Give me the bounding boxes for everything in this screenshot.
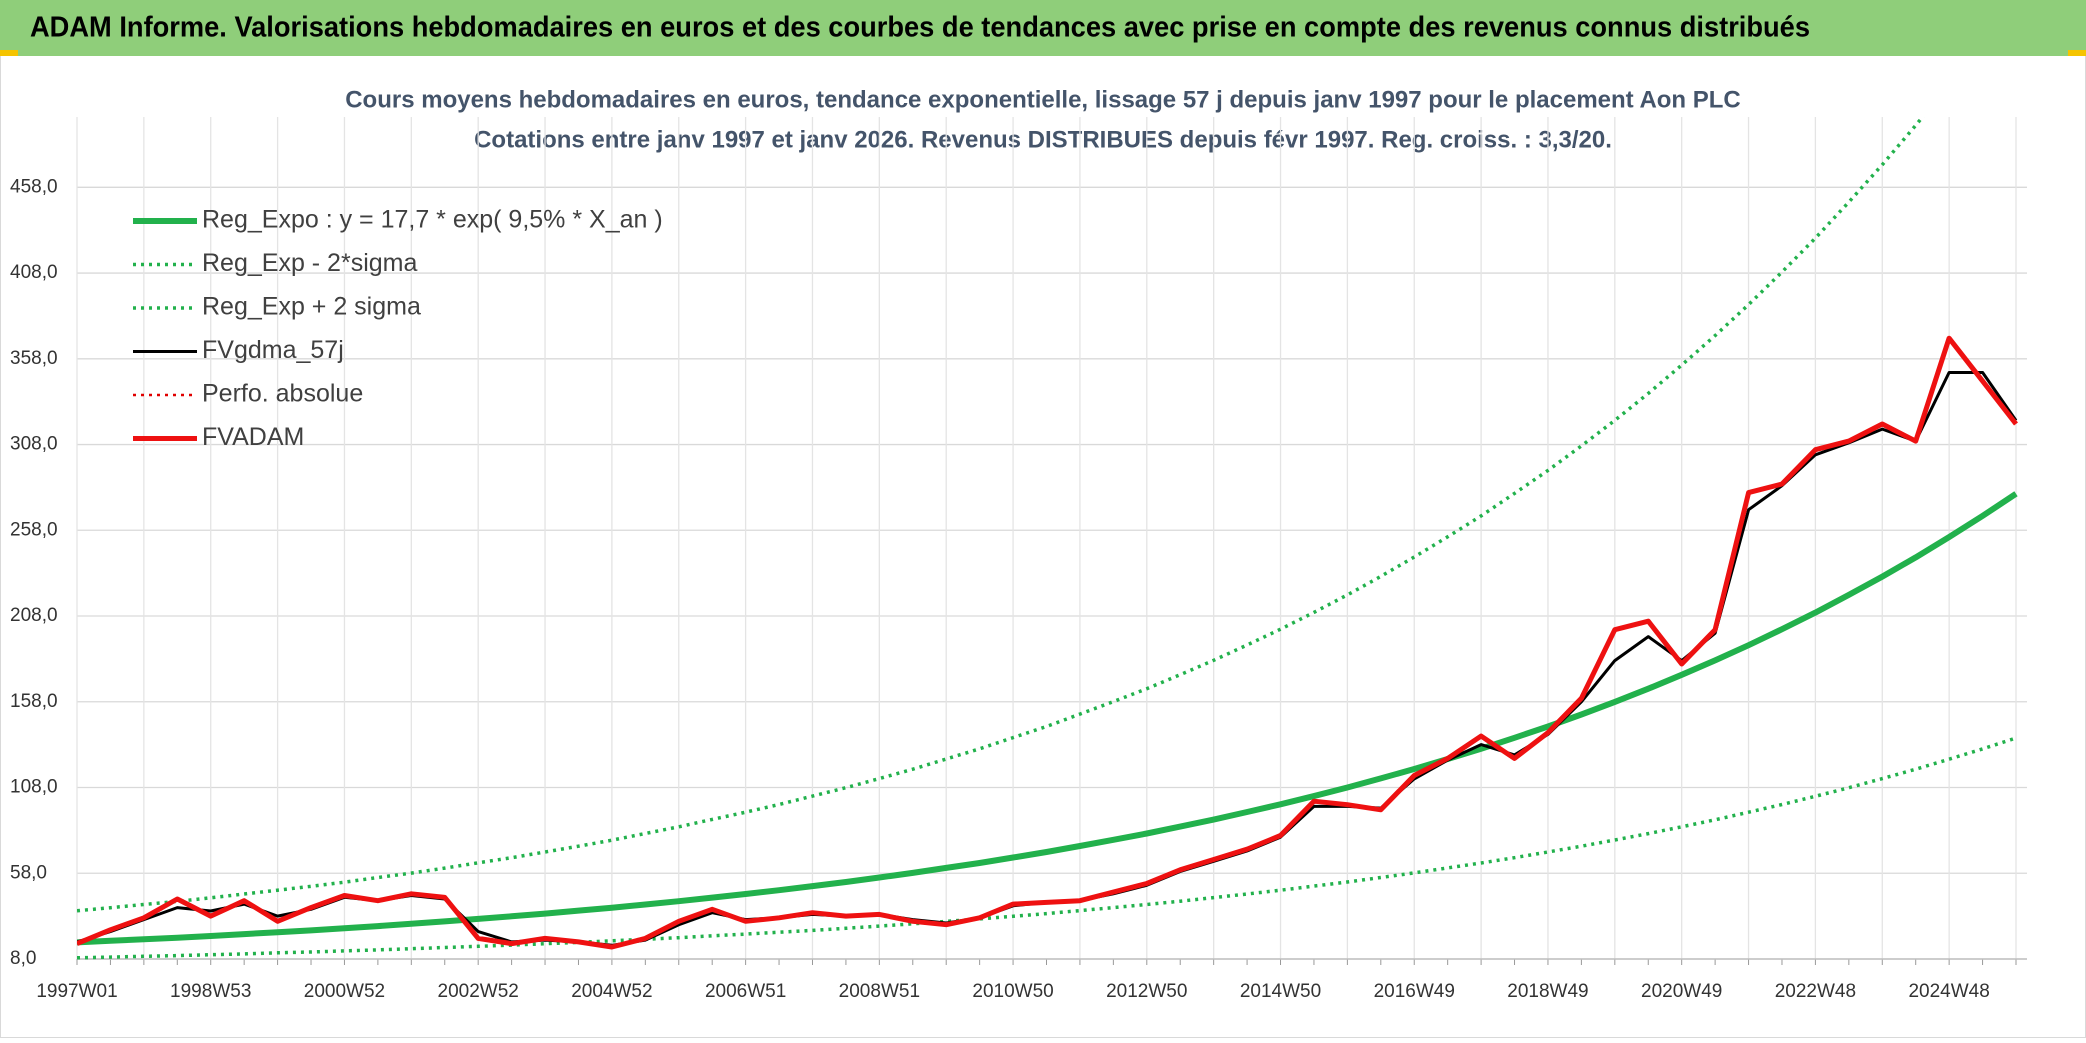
y-tick-label: 458,0: [10, 176, 58, 197]
x-tick-label: 1998W53: [170, 981, 251, 1002]
header-title: ADAM Informe. Valorisations hebdomadaire…: [30, 12, 1810, 44]
header-bar: [0, 0, 2086, 56]
x-tick-label: 2014W50: [1240, 981, 1321, 1002]
chart-subtitle: Cotations entre janv 1997 et janv 2026. …: [474, 126, 1612, 153]
y-tick-label: 208,0: [10, 605, 58, 626]
x-tick-label: 2016W49: [1374, 981, 1455, 1002]
grid: 8,0 58,0 108,0 158,0 208,0 258,0 308,0 358,0 408…: [10, 117, 2027, 1002]
y-tick-label: 358,0: [10, 348, 58, 369]
legend-label: Perfo. absolue: [202, 380, 363, 408]
y-tick-label: 408,0: [10, 262, 58, 283]
x-tick-label: 2002W52: [438, 981, 519, 1002]
series-line: [77, 491, 2018, 946]
x-tick-label: 2024W48: [1908, 981, 1989, 1002]
corner: [2068, 50, 2086, 56]
legend: Reg_Expo : y = 17,7 * exp( 9,5% * X_an )…: [133, 206, 663, 451]
legend-label: Reg_Expo : y = 17,7 * exp( 9,5% * X_an ): [202, 206, 663, 234]
y-tick-label: 58,0: [10, 862, 47, 883]
x-tick-label: 2018W49: [1507, 981, 1588, 1002]
series-line: [77, 736, 2017, 960]
corner: [0, 50, 18, 56]
y-tick-label: 258,0: [10, 519, 58, 540]
plot: [77, 117, 2018, 960]
legend-label: FVgdma_57j: [202, 336, 344, 364]
chart-title: Cours moyens hebdomadaires en euros, ten…: [345, 86, 1741, 113]
series-line: [77, 335, 2018, 950]
x-tick-label: 1997W01: [36, 981, 117, 1002]
x-tick-label: 2012W50: [1106, 981, 1187, 1002]
y-tick-label: 8,0: [10, 948, 36, 969]
y-tick-label: 108,0: [10, 777, 58, 798]
legend-label: Reg_Exp + 2 sigma: [202, 293, 421, 321]
x-tick-label: 2010W50: [972, 981, 1053, 1002]
y-tick-label: 308,0: [10, 434, 58, 455]
x-tick-label: 2020W49: [1641, 981, 1722, 1002]
x-tick-label: 2000W52: [304, 981, 385, 1002]
x-tick-label: 2008W51: [839, 981, 920, 1002]
legend-label: FVADAM: [202, 423, 304, 451]
x-tick-label: 2022W48: [1775, 981, 1856, 1002]
y-tick-label: 158,0: [10, 691, 58, 712]
x-tick-label: 2006W51: [705, 981, 786, 1002]
x-tick-label: 2004W52: [571, 981, 652, 1002]
legend-label: Reg_Exp - 2*sigma: [202, 249, 417, 277]
